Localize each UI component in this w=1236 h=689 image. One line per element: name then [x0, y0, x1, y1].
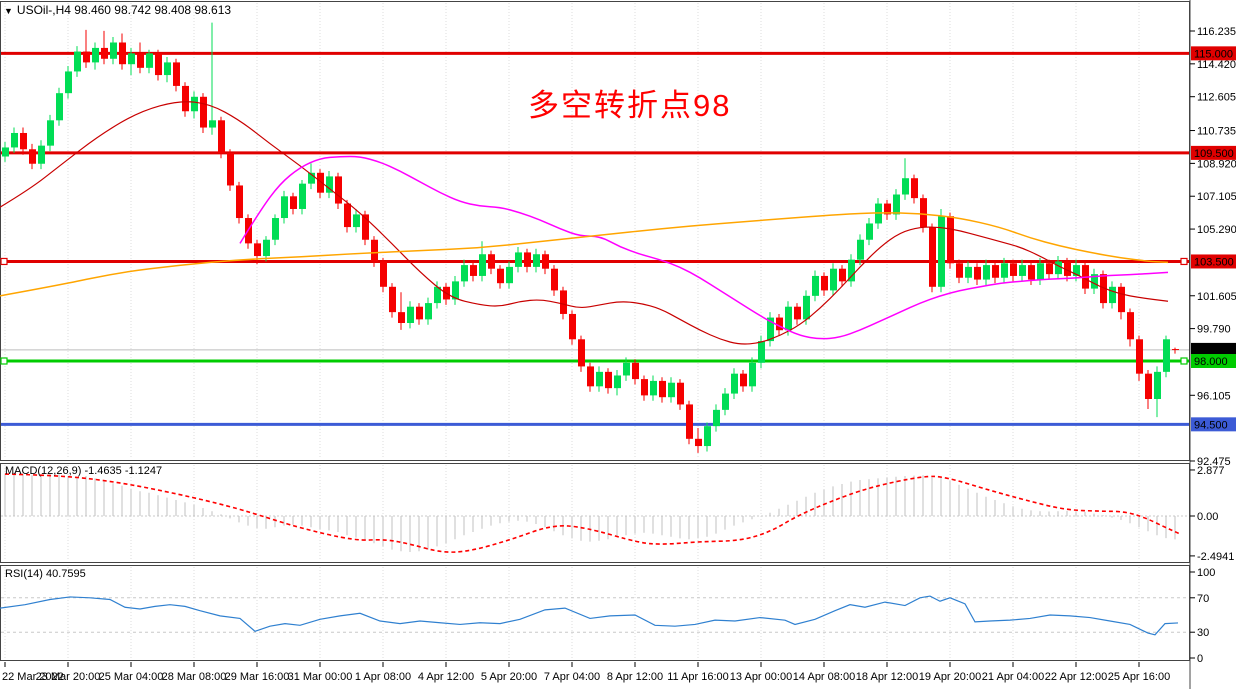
svg-text:112.605: 112.605	[1197, 92, 1236, 104]
svg-text:22 Apr 12:00: 22 Apr 12:00	[1045, 671, 1107, 683]
macd-signal-line	[4, 473, 1181, 553]
rsi-line	[0, 595, 1179, 636]
svg-text:99.790: 99.790	[1197, 324, 1231, 336]
ma-orange-line	[0, 212, 1169, 297]
svg-text:21 Apr 04:00: 21 Apr 04:00	[982, 671, 1044, 683]
rsi-indicator-label: RSI(14) 40.7595	[5, 568, 86, 580]
svg-text:110.735: 110.735	[1197, 126, 1236, 138]
chart-annotation-text[interactable]: 多空转折点98	[528, 88, 732, 123]
svg-text:114.420: 114.420	[1197, 59, 1236, 71]
price-axis: 116.235 114.420 112.605 110.735 108.920 107.1…	[1190, 26, 1236, 665]
svg-text:30: 30	[1197, 627, 1209, 639]
svg-text:18 Apr 12:00: 18 Apr 12:00	[856, 671, 918, 683]
horizontal-lines[interactable]	[0, 51, 1189, 426]
svg-text:22 Mar 2022: 22 Mar 2022	[2, 671, 64, 683]
svg-text:100: 100	[1197, 567, 1215, 579]
svg-text:101.605: 101.605	[1197, 291, 1236, 303]
svg-text:25 Mar 04:00: 25 Mar 04:00	[99, 671, 164, 683]
svg-text:94.500: 94.500	[1194, 419, 1228, 431]
svg-text:2.877: 2.877	[1197, 465, 1225, 477]
svg-text:115.000: 115.000	[1194, 48, 1233, 60]
svg-text:25 Apr 16:00: 25 Apr 16:00	[1108, 671, 1170, 683]
svg-text:5 Apr 20:00: 5 Apr 20:00	[481, 671, 537, 683]
svg-text:92.475: 92.475	[1197, 456, 1231, 468]
chart-title: USOil-,H4 98.460 98.742 98.408 98.613	[16, 3, 232, 17]
svg-text:0.00: 0.00	[1197, 511, 1218, 523]
svg-text:31 Mar 00:00: 31 Mar 00:00	[288, 671, 353, 683]
svg-text:107.105: 107.105	[1197, 191, 1236, 203]
svg-text:4 Apr 12:00: 4 Apr 12:00	[418, 671, 474, 683]
svg-text:98.000: 98.000	[1194, 356, 1228, 368]
candles-layer	[2, 22, 1179, 453]
svg-text:109.500: 109.500	[1194, 148, 1234, 160]
ma-red-line	[0, 101, 1169, 345]
svg-text:13 Apr 00:00: 13 Apr 00:00	[730, 671, 792, 683]
svg-text:116.235: 116.235	[1197, 26, 1236, 38]
svg-text:1 Apr 08:00: 1 Apr 08:00	[355, 671, 411, 683]
svg-text:11 Apr 16:00: 11 Apr 16:00	[667, 671, 729, 683]
svg-text:23 Mar 20:00: 23 Mar 20:00	[36, 671, 101, 683]
svg-text:105.290: 105.290	[1197, 224, 1236, 236]
svg-text:8 Apr 12:00: 8 Apr 12:00	[607, 671, 663, 683]
svg-text:28 Mar 08:00: 28 Mar 08:00	[162, 671, 227, 683]
macd-indicator-label: MACD(12,26,9) -1.4635 -1.1247	[5, 465, 163, 477]
ma-magenta-line	[239, 155, 1169, 340]
panel-frames	[0, 1, 1190, 661]
svg-text:-2.4941: -2.4941	[1197, 551, 1234, 563]
svg-text:96.105: 96.105	[1197, 390, 1231, 402]
svg-text:19 Apr 20:00: 19 Apr 20:00	[919, 671, 981, 683]
svg-text:70: 70	[1197, 593, 1209, 605]
expand-quotes-icon[interactable]: ▼	[4, 6, 13, 16]
svg-text:7 Apr 04:00: 7 Apr 04:00	[544, 671, 600, 683]
macd-histogram	[4, 472, 1176, 552]
svg-text:103.500: 103.500	[1194, 256, 1234, 268]
svg-text:29 Mar 16:00: 29 Mar 16:00	[225, 671, 290, 683]
svg-text:0: 0	[1197, 653, 1203, 665]
chart-title-bar: ▼ USOil-,H4 98.460 98.742 98.408 98.613	[4, 3, 231, 17]
svg-text:14 Apr 08:00: 14 Apr 08:00	[793, 671, 855, 683]
svg-text:108.920: 108.920	[1197, 158, 1236, 170]
svg-text:98.613: 98.613	[1194, 345, 1228, 357]
